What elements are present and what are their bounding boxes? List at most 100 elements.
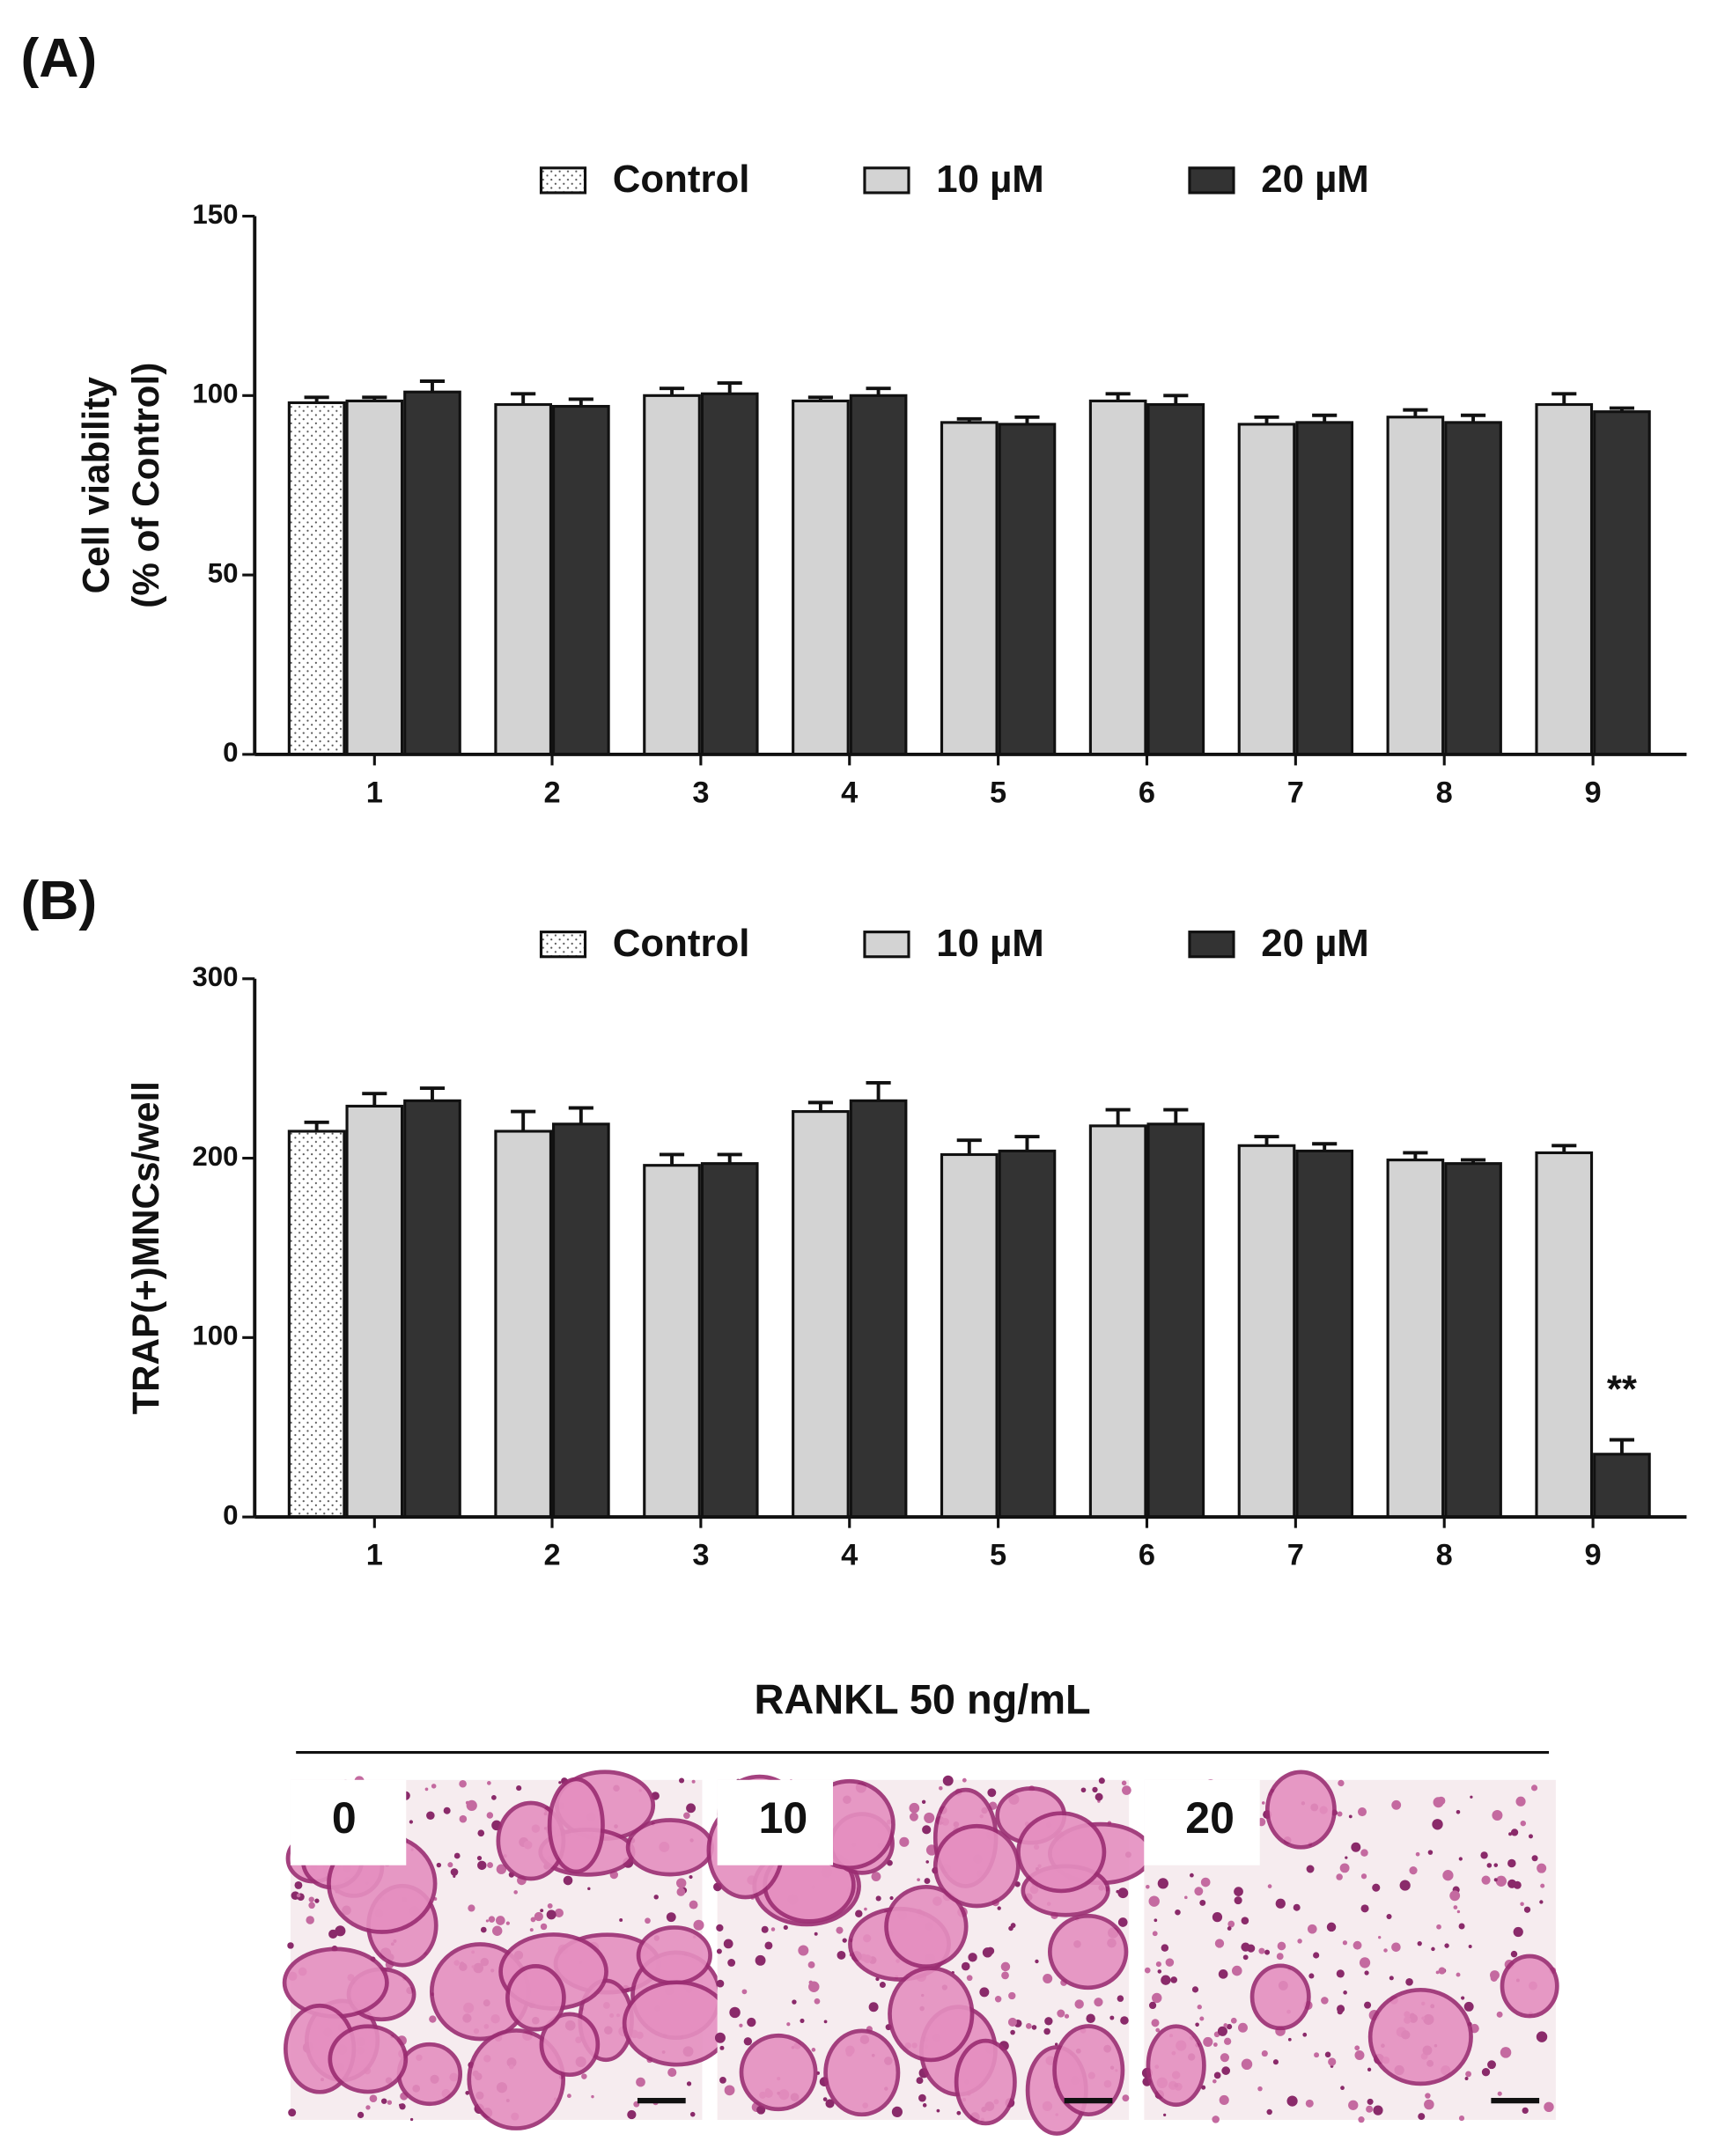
- bar: [998, 423, 1057, 756]
- speck: [1237, 2022, 1248, 2033]
- speck: [1154, 1918, 1158, 1923]
- bar: [1444, 1162, 1502, 1519]
- speck: [1415, 1851, 1420, 1857]
- speck: [1328, 2057, 1337, 2066]
- speck: [1359, 1957, 1371, 1968]
- speck: [387, 2100, 393, 2105]
- bar: [1146, 1122, 1205, 1519]
- speck: [1343, 1990, 1347, 1995]
- speck: [529, 1928, 534, 1932]
- speck: [1152, 1992, 1162, 2004]
- speck: [1537, 1863, 1547, 1873]
- x-tick-label: 9: [1585, 776, 1602, 809]
- x-tick-label: 2: [543, 1539, 560, 1572]
- speck: [653, 1895, 659, 1900]
- y-tick-label: 150: [192, 199, 238, 230]
- bar: [345, 1104, 404, 1519]
- cell: [282, 1946, 389, 2019]
- speck: [1345, 1856, 1348, 1859]
- speck: [1425, 2093, 1431, 2099]
- speck: [1520, 1902, 1524, 1907]
- bar: [792, 399, 850, 756]
- bar: [849, 394, 908, 756]
- speck: [987, 1788, 997, 1798]
- speck: [436, 1862, 442, 1868]
- speck: [691, 1779, 696, 1784]
- speck: [1212, 2042, 1218, 2047]
- speck: [1146, 1884, 1150, 1889]
- speck: [1336, 1873, 1343, 1880]
- speck: [1360, 1904, 1369, 1913]
- speck: [1257, 2086, 1263, 2092]
- speck: [429, 2015, 437, 2023]
- speck: [1339, 1863, 1350, 1873]
- speck: [1221, 2066, 1231, 2075]
- speck: [1057, 2009, 1065, 2018]
- x-tick-label: 8: [1436, 776, 1453, 809]
- speck: [335, 1925, 346, 1937]
- speck: [921, 1799, 926, 1804]
- speck: [808, 1980, 813, 1985]
- cell: [1264, 1770, 1337, 1850]
- speck: [486, 1781, 491, 1785]
- bar: [287, 401, 346, 756]
- speck: [496, 1864, 507, 1874]
- speck: [1201, 2085, 1206, 2090]
- speck: [792, 1999, 797, 2005]
- speck: [942, 1775, 954, 1786]
- cell: [1249, 1963, 1311, 2031]
- bar: [1535, 402, 1594, 756]
- x-tick-label: 4: [841, 1539, 858, 1572]
- speck: [986, 1946, 995, 1955]
- speck: [294, 1880, 303, 1889]
- speck: [619, 1917, 623, 1922]
- speck: [686, 2081, 692, 2086]
- speck: [825, 2099, 835, 2108]
- bar: [643, 394, 701, 756]
- speck: [288, 2108, 297, 2117]
- speck: [486, 1812, 494, 1819]
- bar: [1593, 410, 1651, 756]
- speck: [1195, 2022, 1199, 2027]
- cell: [1367, 1987, 1473, 2086]
- speck: [1184, 1895, 1188, 1900]
- speck: [308, 1896, 314, 1902]
- speck: [1199, 1899, 1206, 1906]
- speck: [822, 2097, 828, 2101]
- speck: [1336, 1969, 1345, 1978]
- speck: [1212, 1911, 1223, 1923]
- speck: [741, 1989, 748, 1995]
- speck: [591, 2094, 594, 2099]
- speck: [1155, 2027, 1161, 2033]
- speck: [1231, 1965, 1242, 1976]
- speck: [1203, 2036, 1213, 2048]
- speck: [453, 1852, 461, 1859]
- speck: [477, 1829, 485, 1837]
- speck: [1528, 1834, 1533, 1839]
- speck: [443, 1806, 451, 1814]
- cell: [823, 2028, 901, 2117]
- speck: [716, 1924, 724, 1932]
- micrograph-label: 10: [759, 1793, 808, 1843]
- legend-swatch: [539, 166, 587, 195]
- speck: [1305, 2099, 1314, 2108]
- speck: [686, 1803, 697, 1814]
- speck: [676, 1887, 686, 1896]
- speck: [1157, 1878, 1168, 1889]
- speck: [1480, 1851, 1488, 1859]
- speck: [1094, 1998, 1103, 2007]
- speck: [1468, 1945, 1472, 1949]
- speck: [1230, 2017, 1237, 2024]
- speck: [1399, 1880, 1411, 1891]
- label-box: [717, 1779, 833, 1865]
- speck: [917, 1878, 920, 1882]
- speck: [1165, 1958, 1175, 1967]
- speck: [1438, 1967, 1446, 1975]
- speck: [1449, 1890, 1461, 1902]
- speck: [1487, 2060, 1496, 2070]
- speck: [1544, 2101, 1554, 2112]
- panel-label: (B): [20, 870, 97, 931]
- bar: [792, 1110, 850, 1519]
- speck: [1500, 2047, 1512, 2058]
- speck: [459, 1779, 467, 1788]
